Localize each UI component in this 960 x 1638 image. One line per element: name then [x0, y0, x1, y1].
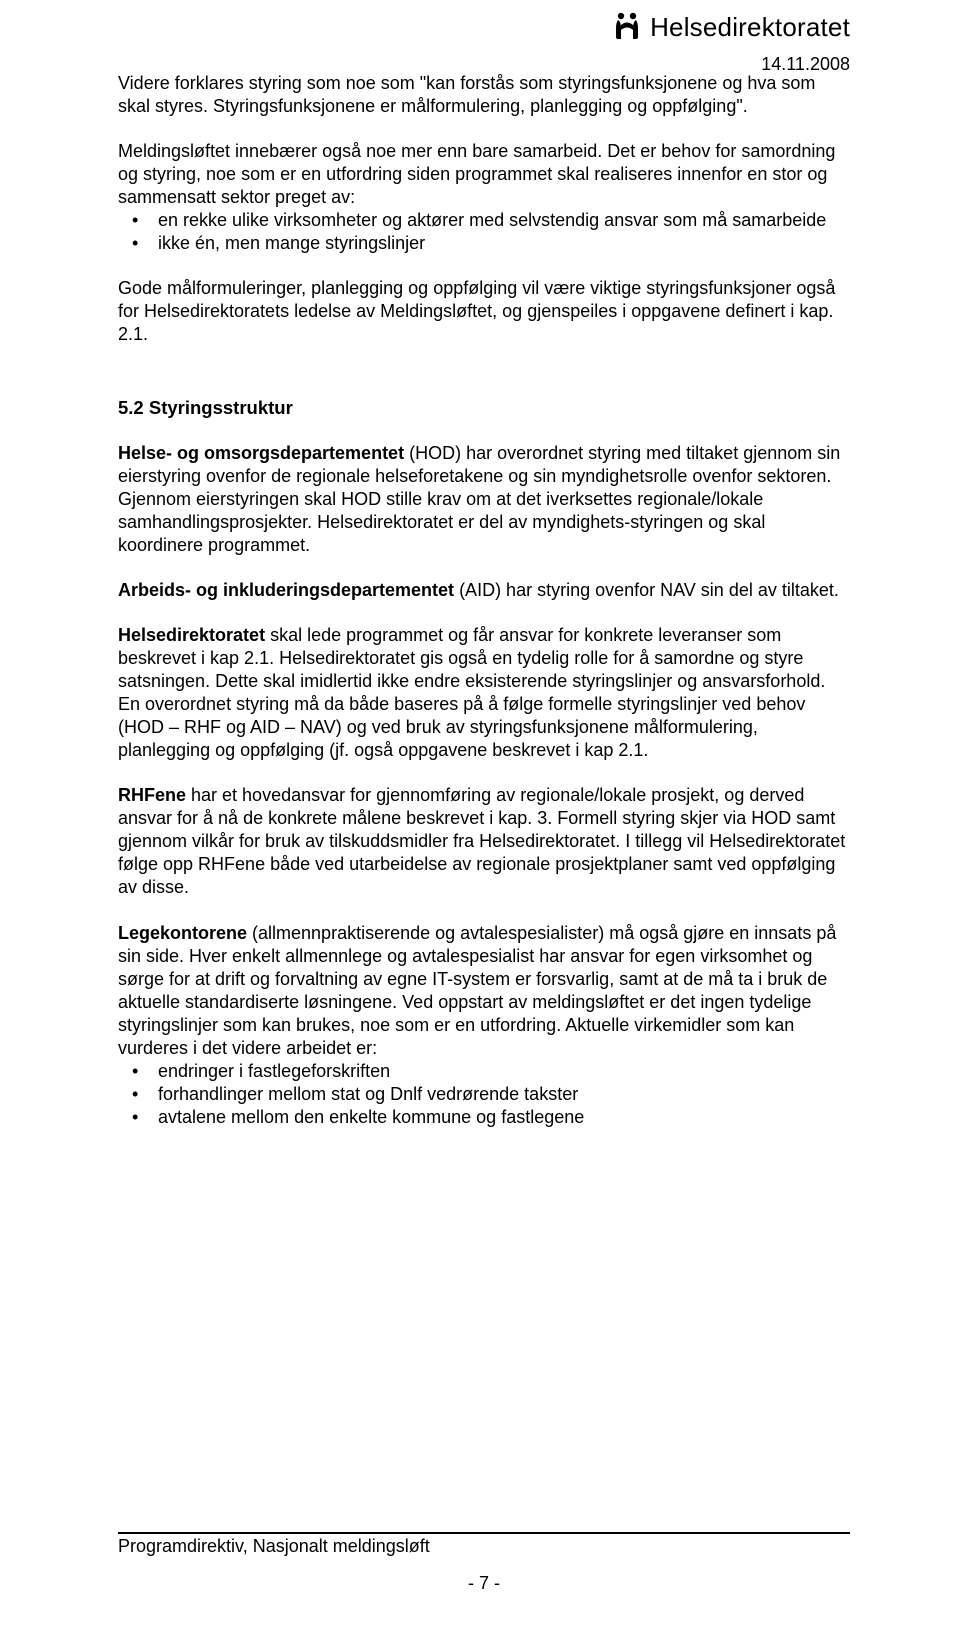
paragraph: Arbeids- og inkluderingsdepartementet (A…: [118, 579, 850, 602]
bold-term: Legekontorene: [118, 923, 247, 943]
paragraph: Helse- og omsorgsdepartementet (HOD) har…: [118, 442, 850, 557]
paragraph-text: (AID) har styring ovenfor NAV sin del av…: [454, 580, 839, 600]
list-item: en rekke ulike virksomheter og aktører m…: [158, 209, 850, 232]
logo-icon: [610, 10, 644, 44]
page-footer: Programdirektiv, Nasjonalt meldingsløft …: [118, 1532, 850, 1594]
footer-text: Programdirektiv, Nasjonalt meldingsløft: [118, 1536, 850, 1557]
list-item: endringer i fastlegeforskriften: [158, 1060, 850, 1083]
paragraph: Gode målformuleringer, planlegging og op…: [118, 277, 850, 346]
bullet-list: en rekke ulike virksomheter og aktører m…: [118, 209, 850, 255]
logo: Helsedirektoratet: [610, 10, 850, 44]
list-item: ikke én, men mange styringslinjer: [158, 232, 850, 255]
list-item: forhandlinger mellom stat og Dnlf vedrør…: [158, 1083, 850, 1106]
document-body: Videre forklares styring som noe som "ka…: [118, 72, 850, 1129]
page-number: - 7 -: [118, 1573, 850, 1594]
list-item: avtalene mellom den enkelte kommune og f…: [158, 1106, 850, 1129]
bold-term: Helsedirektoratet: [118, 625, 265, 645]
paragraph-text: skal lede programmet og får ansvar for k…: [118, 625, 825, 760]
bullet-list: endringer i fastlegeforskriften forhandl…: [118, 1060, 850, 1129]
paragraph: RHFene har et hovedansvar for gjennomfør…: [118, 784, 850, 899]
paragraph: Meldingsløftet innebærer også noe mer en…: [118, 140, 850, 209]
paragraph-text: har et hovedansvar for gjennomføring av …: [118, 785, 845, 897]
paragraph: Legekontorene (allmennpraktiserende og a…: [118, 922, 850, 1060]
paragraph: Videre forklares styring som noe som "ka…: [118, 72, 850, 118]
section-heading: 5.2 Styringsstruktur: [118, 396, 850, 420]
bold-term: RHFene: [118, 785, 186, 805]
paragraph: Helsedirektoratet skal lede programmet o…: [118, 624, 850, 762]
bold-term: Arbeids- og inkluderingsdepartementet: [118, 580, 454, 600]
bold-term: Helse- og omsorgsdepartementet: [118, 443, 404, 463]
document-date: 14.11.2008: [761, 54, 850, 75]
logo-text: Helsedirektoratet: [650, 12, 850, 43]
